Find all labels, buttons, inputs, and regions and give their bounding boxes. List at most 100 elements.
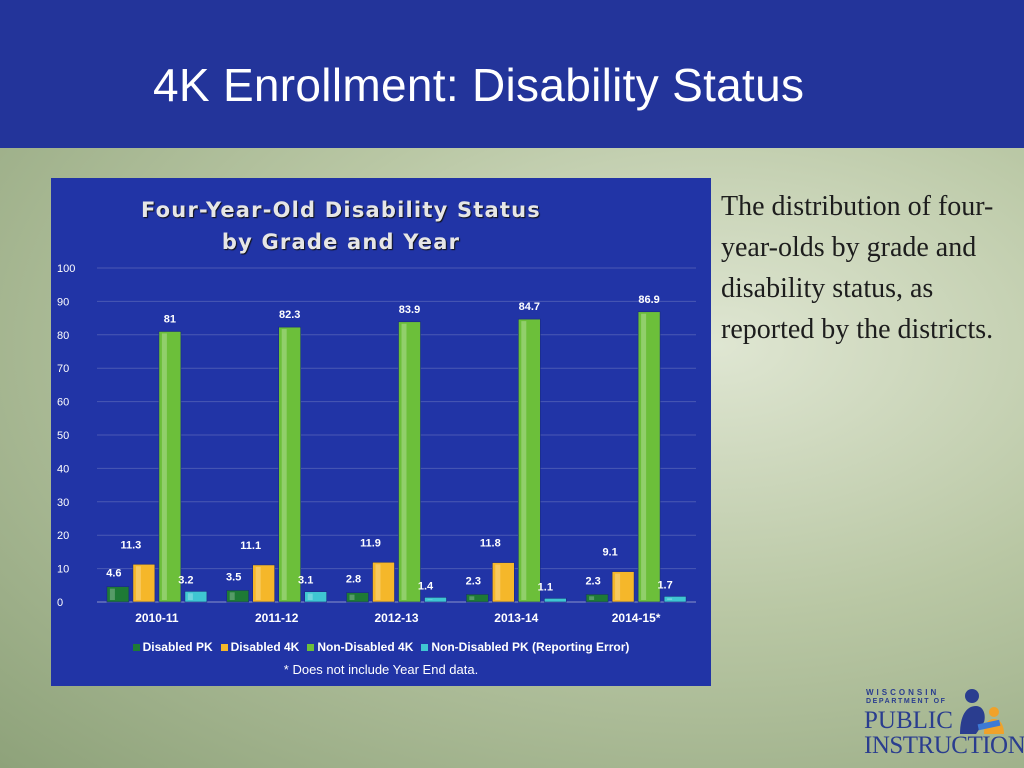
data-label: 3.1 <box>298 575 313 587</box>
data-label: 2.3 <box>585 575 600 587</box>
bar <box>543 598 567 603</box>
y-tick-label: 40 <box>57 463 69 475</box>
legend-label: Disabled 4K <box>230 640 300 654</box>
legend-item: Non-Disabled 4K <box>307 640 413 654</box>
legend-label: Non-Disabled 4K <box>317 640 414 654</box>
data-label: 2.8 <box>346 574 361 586</box>
data-label: 9.1 <box>602 547 617 559</box>
data-label: 1.7 <box>657 579 672 591</box>
bar-highlight <box>521 321 527 600</box>
bar <box>491 562 515 603</box>
bar <box>346 592 369 603</box>
x-category-label: 2011-12 <box>255 611 299 625</box>
bar-highlight <box>375 564 381 600</box>
bar <box>465 594 489 603</box>
data-label: 3.2 <box>178 574 193 586</box>
logo-text-wisconsin: WISCONSIN <box>866 688 940 697</box>
data-label: 2.3 <box>466 575 481 587</box>
bar <box>517 318 541 603</box>
x-category-label: 2014-15* <box>612 611 661 625</box>
bar-chart: 0 10 20 30 40 50 60 70 80 90 100 4.6 11.3 81 3.2 2010-1… <box>57 263 696 625</box>
legend-swatch <box>220 644 228 652</box>
bar <box>158 331 182 603</box>
bar-highlight <box>469 596 475 600</box>
y-tick-label: 50 <box>57 430 69 442</box>
x-category-label: 2013-14 <box>494 611 538 625</box>
dpi-logo: WISCONSIN DEPARTMENT OF PUBLIC INSTRUCTI… <box>862 686 1024 762</box>
bar <box>611 571 635 603</box>
bar-highlight <box>255 566 261 600</box>
data-label: 11.3 <box>120 539 141 551</box>
legend-swatch <box>132 644 140 652</box>
legend-swatch <box>421 644 429 652</box>
data-label: 81 <box>164 313 176 325</box>
bar <box>398 321 421 603</box>
chart-footnote: * Does not include Year End data. <box>283 662 479 677</box>
y-tick-label: 60 <box>57 397 69 409</box>
bar-highlight <box>615 573 621 600</box>
bar <box>132 563 156 603</box>
bar <box>372 561 395 603</box>
bar-highlight <box>667 598 673 600</box>
data-label: 86.9 <box>638 294 659 306</box>
bar-highlight <box>349 594 355 600</box>
bar-highlight <box>187 593 193 600</box>
legend-label: Disabled PK <box>142 640 213 654</box>
bar <box>226 590 249 603</box>
bar-highlight <box>307 593 313 600</box>
data-label: 11.9 <box>360 537 381 549</box>
data-label: 84.7 <box>519 301 540 313</box>
y-tick-label: 100 <box>57 263 75 275</box>
bar <box>278 326 301 603</box>
bar <box>304 591 327 603</box>
bar <box>252 564 275 603</box>
legend-item: Disabled 4K <box>220 640 300 654</box>
description-text: The distribution of four-year-olds by gr… <box>721 191 994 345</box>
data-label: 1.4 <box>418 580 434 592</box>
bar-highlight <box>229 592 235 600</box>
y-tick-label: 10 <box>57 564 69 576</box>
title-bar: 4K Enrollment: Disability Status <box>0 0 1024 148</box>
bar <box>424 597 447 603</box>
chart-panel: 0 10 20 30 40 50 60 70 80 90 100 4.6 11.3 81 3.2 2010-1… <box>51 178 711 686</box>
reading-figures-icon <box>960 689 1004 734</box>
chart-legend: Disabled PK Disabled 4K Non-Disabled 4K Non… <box>51 640 711 654</box>
data-label: 82.3 <box>279 309 300 321</box>
logo-text-department: DEPARTMENT OF <box>866 698 947 705</box>
legend-item: Disabled PK <box>132 640 213 654</box>
y-tick-label: 70 <box>57 363 69 375</box>
y-tick-label: 20 <box>57 530 69 542</box>
data-label: 3.5 <box>226 571 241 583</box>
data-label: 4.6 <box>106 568 121 580</box>
x-category-label: 2010-11 <box>135 611 179 625</box>
y-tick-label: 30 <box>57 497 69 509</box>
bar <box>663 596 687 603</box>
logo-text-instruction: INSTRUCTION <box>864 732 1024 759</box>
bar-highlight <box>161 333 167 600</box>
bar-highlight <box>495 564 501 600</box>
y-tick-label: 0 <box>57 597 63 609</box>
bar <box>106 586 130 603</box>
logo-text-public: PUBLIC <box>864 707 953 734</box>
bar-highlight <box>401 323 407 600</box>
y-tick-label: 90 <box>57 296 69 308</box>
bar <box>637 311 661 603</box>
data-label: 83.9 <box>399 304 420 316</box>
bar-highlight <box>281 329 287 600</box>
chart-title: Four-Year-Old Disability Status by Grade… <box>140 198 541 254</box>
slide-title: 4K Enrollment: Disability Status <box>153 59 805 111</box>
bar-highlight <box>589 596 595 600</box>
bar <box>585 594 609 603</box>
bar-highlight <box>135 566 141 600</box>
legend-item: Non-Disabled PK (Reporting Error) <box>421 640 629 654</box>
bar-highlight <box>641 313 647 600</box>
bar-highlight <box>109 588 115 600</box>
x-category-label: 2012-13 <box>374 611 418 625</box>
data-label: 11.8 <box>480 538 501 550</box>
bar-highlight <box>427 599 433 600</box>
legend-label: Non-Disabled PK (Reporting Error) <box>431 640 630 654</box>
y-tick-label: 80 <box>57 330 69 342</box>
legend-swatch <box>307 644 315 652</box>
data-label: 1.1 <box>538 581 553 593</box>
data-label: 11.1 <box>240 540 261 552</box>
